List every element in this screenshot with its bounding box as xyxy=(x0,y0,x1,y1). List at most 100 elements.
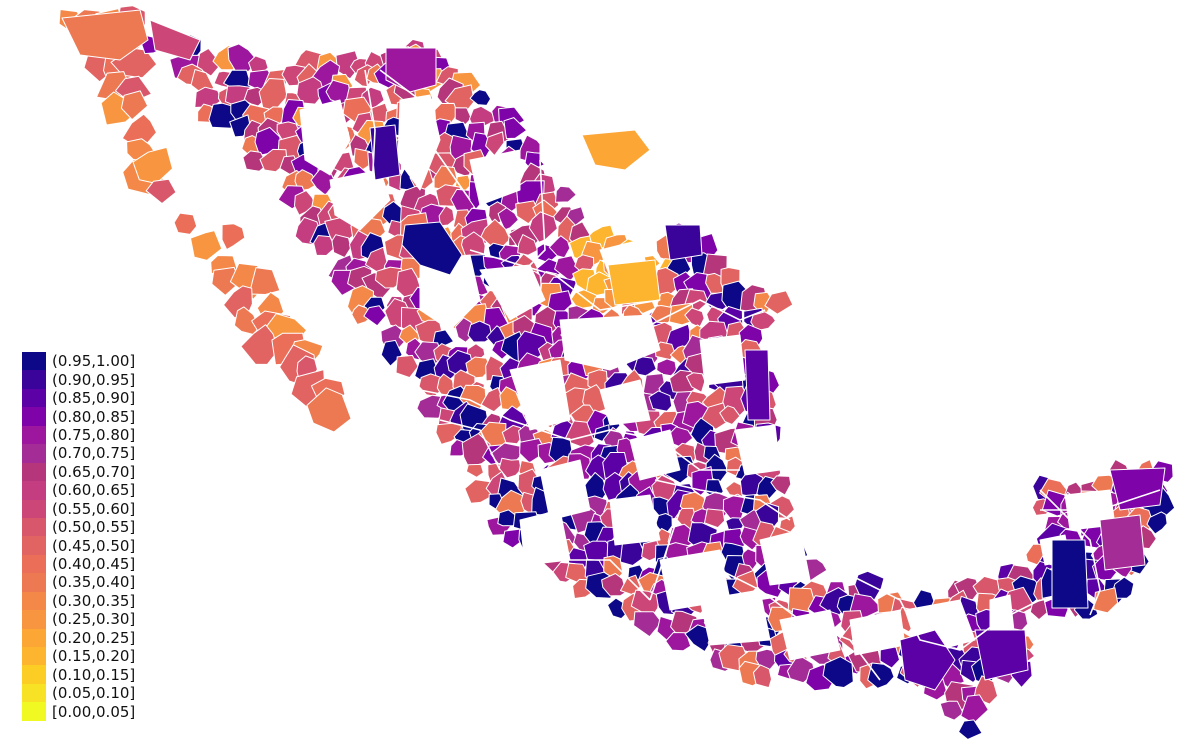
municipality-region xyxy=(196,47,220,77)
municipality-region xyxy=(242,150,268,172)
no-data-area xyxy=(779,609,841,661)
municipality-region xyxy=(1051,539,1089,609)
legend-swatch xyxy=(22,683,46,703)
legend-swatch xyxy=(22,462,46,482)
no-data-area xyxy=(699,334,746,386)
legend-item: (0.10,0.15] xyxy=(22,665,135,684)
legend-swatch xyxy=(22,647,46,666)
legend-item: (0.80,0.85] xyxy=(22,407,135,426)
legend-swatch xyxy=(22,536,46,555)
municipality-region xyxy=(581,129,651,171)
municipality-region xyxy=(395,354,419,379)
municipality-region xyxy=(120,90,149,121)
municipality-region xyxy=(960,694,989,724)
legend-swatch xyxy=(22,591,46,611)
no-data-area xyxy=(299,99,351,176)
municipality-region xyxy=(173,212,198,235)
municipality-region xyxy=(633,611,663,638)
municipality-region xyxy=(664,224,703,261)
municipality-region xyxy=(867,662,895,689)
municipality-region xyxy=(503,117,528,140)
municipality-region xyxy=(296,76,325,105)
legend-swatch xyxy=(22,702,46,721)
legend-label: (0.20,0.25] xyxy=(52,628,136,647)
map-regions xyxy=(58,5,1176,740)
legend-swatch xyxy=(22,573,46,592)
municipality-region xyxy=(1109,467,1166,511)
no-data-area xyxy=(734,424,781,476)
municipality-region xyxy=(233,306,261,335)
municipality-region xyxy=(190,230,223,261)
municipality-region xyxy=(248,267,281,295)
municipality-region xyxy=(240,324,279,365)
municipality-region xyxy=(306,387,352,433)
no-data-area xyxy=(539,104,601,181)
municipality-region xyxy=(498,457,522,479)
municipality-region xyxy=(331,234,352,259)
municipality-region xyxy=(958,719,983,740)
legend-item: (0.75,0.80] xyxy=(22,425,136,445)
legend-label: (0.60,0.65] xyxy=(52,481,136,500)
municipality-region xyxy=(517,234,538,256)
legend-label: [0.00,0.05] xyxy=(52,702,136,721)
municipality-region xyxy=(480,387,505,413)
municipality-region xyxy=(764,290,794,315)
legend-swatch xyxy=(22,481,46,500)
legend-label: (0.30,0.35] xyxy=(52,591,136,610)
legend-item: (0.45,0.50] xyxy=(22,536,136,555)
legend-label: (0.95,1.00] xyxy=(52,352,136,371)
municipality-region xyxy=(750,311,776,332)
legend-item: (0.65,0.70] xyxy=(22,462,136,482)
legend-swatch xyxy=(22,499,46,518)
legend-item: (0.55,0.60] xyxy=(22,499,135,518)
municipality-region xyxy=(656,358,677,377)
legend-item: (0.20,0.25] xyxy=(22,628,136,647)
municipality-region xyxy=(469,89,492,106)
state-border xyxy=(639,299,766,331)
legend-label: (0.50,0.55] xyxy=(52,518,136,537)
municipality-region xyxy=(149,19,201,61)
municipality-region xyxy=(351,304,372,325)
municipality-region xyxy=(744,349,771,421)
no-data-area xyxy=(559,314,661,371)
legend-label: (0.85,0.90] xyxy=(52,389,136,408)
legend-label: (0.45,0.50] xyxy=(52,536,136,555)
legend-label: (0.70,0.75] xyxy=(52,444,136,463)
state-border xyxy=(379,69,471,201)
municipality-region xyxy=(401,221,463,276)
legend-swatch xyxy=(22,407,46,426)
state-border xyxy=(1039,489,1101,616)
legend-label: (0.40,0.45] xyxy=(52,555,136,574)
municipality-region xyxy=(221,223,246,250)
state-border xyxy=(1040,489,1161,511)
municipality-region xyxy=(752,664,772,689)
legend-label: (0.65,0.70] xyxy=(52,462,136,481)
state-border xyxy=(560,559,651,601)
legend-swatch xyxy=(22,425,46,445)
no-data-area xyxy=(329,169,391,231)
legend-swatch xyxy=(22,352,46,371)
legend-label: (0.75,0.80] xyxy=(52,425,136,444)
state-border xyxy=(649,509,681,601)
legend-item: (0.40,0.45] xyxy=(22,554,136,574)
municipality-region xyxy=(822,656,854,688)
legend-label: (0.35,0.40] xyxy=(52,573,136,592)
municipality-region xyxy=(939,700,964,721)
legend-item: (0.25,0.30] xyxy=(22,610,135,629)
municipality-region xyxy=(601,573,627,597)
legend-swatch xyxy=(22,517,46,537)
state-border xyxy=(899,599,1041,651)
municipality-region xyxy=(704,508,726,529)
no-data-area xyxy=(469,149,521,206)
legend: (0.95,1.00] (0.90,0.95] (0.85,0.90] (0.80,0… xyxy=(22,352,135,721)
legend-label: (0.15,0.20] xyxy=(52,647,136,666)
municipality-region xyxy=(1146,511,1168,535)
municipality-region xyxy=(464,479,495,504)
municipality-region xyxy=(1099,514,1146,571)
municipality-region xyxy=(294,169,319,192)
legend-item: (0.95,1.00] xyxy=(22,352,136,371)
state-border xyxy=(364,69,376,191)
no-data-area xyxy=(859,514,906,561)
no-data-area xyxy=(699,589,771,646)
